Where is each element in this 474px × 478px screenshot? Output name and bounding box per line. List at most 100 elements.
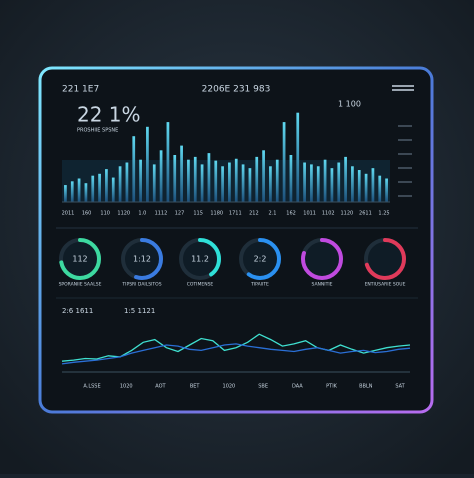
bar bbox=[146, 126, 149, 202]
bar bbox=[316, 166, 320, 202]
bar bbox=[357, 170, 361, 202]
bar bbox=[91, 175, 95, 202]
gauge-caption: TIPSRI DAILSITOS bbox=[121, 282, 161, 288]
plot-glow bbox=[62, 160, 390, 202]
bar bbox=[234, 158, 238, 202]
x-tick-label: 1020 bbox=[120, 384, 133, 390]
x-tick-label: BET bbox=[190, 384, 201, 390]
corner-label: 1 100 bbox=[338, 100, 361, 109]
header-left: 221 1E7 bbox=[62, 85, 99, 95]
x-tick-label: PTIK bbox=[326, 384, 338, 390]
gauge-caption: SPORANIIE SAALSE bbox=[59, 282, 102, 288]
bar bbox=[371, 168, 375, 202]
bar bbox=[330, 168, 334, 202]
line-title: 2:6 1611 bbox=[62, 307, 93, 315]
gauge-caption: SANNITIE bbox=[312, 282, 333, 288]
bar bbox=[98, 173, 101, 202]
bar bbox=[337, 162, 341, 202]
x-tick-label: 1102 bbox=[322, 211, 335, 217]
x-tick-label: 115 bbox=[193, 211, 203, 217]
x-tick-label: 1011 bbox=[303, 211, 316, 217]
gauge-caption: COTIMENSE bbox=[187, 282, 214, 288]
x-tick-label: 1711 bbox=[229, 211, 242, 217]
bar bbox=[166, 122, 170, 202]
bar bbox=[125, 162, 129, 202]
x-tick-label: 1020 bbox=[223, 384, 236, 390]
x-tick-label: 162 bbox=[286, 211, 296, 217]
x-tick-label: DAA bbox=[292, 384, 303, 390]
bar bbox=[296, 112, 300, 202]
gauge-arc bbox=[121, 238, 163, 280]
bar bbox=[132, 136, 136, 202]
bar bbox=[105, 169, 108, 202]
bar bbox=[323, 159, 327, 202]
bar bbox=[282, 122, 286, 202]
bar bbox=[364, 173, 368, 202]
bar bbox=[159, 150, 163, 202]
x-tick-label: 1.0 bbox=[138, 211, 146, 217]
x-tick-label: 2011 bbox=[62, 211, 75, 217]
bar bbox=[275, 159, 279, 202]
x-tick-label: SBE bbox=[258, 384, 268, 390]
bar bbox=[187, 159, 190, 202]
bar bbox=[221, 166, 224, 202]
gauge-center: 1:12 bbox=[133, 255, 151, 264]
headline: 22 1% bbox=[77, 103, 141, 127]
x-tick-label: 1120 bbox=[340, 211, 353, 217]
bar bbox=[193, 156, 197, 202]
x-tick-label: BBLN bbox=[359, 384, 373, 390]
bar bbox=[351, 166, 354, 202]
x-tick-label: 160 bbox=[82, 211, 92, 217]
bar bbox=[344, 156, 347, 202]
bar bbox=[84, 183, 88, 202]
bar bbox=[228, 162, 231, 202]
x-tick-label: 127 bbox=[175, 211, 185, 217]
line-series bbox=[61, 343, 411, 365]
bar bbox=[385, 178, 388, 202]
bar bbox=[77, 178, 81, 202]
bar bbox=[180, 145, 183, 202]
x-tick-label: SAT bbox=[395, 384, 405, 390]
gauge-caption: ENTIUSARIE SOUE bbox=[365, 282, 406, 288]
bar bbox=[310, 164, 313, 202]
gauge-arc bbox=[239, 238, 281, 280]
bar bbox=[64, 185, 67, 202]
gauge-center: 11.2 bbox=[191, 255, 209, 264]
bar bbox=[152, 164, 156, 202]
bar bbox=[200, 164, 204, 202]
x-tick-label: AOT bbox=[155, 384, 166, 390]
gauge-center: 2:2 bbox=[254, 255, 267, 264]
x-tick-label: 2611 bbox=[359, 211, 372, 217]
bar bbox=[248, 168, 252, 202]
bar bbox=[303, 162, 306, 202]
bar bbox=[139, 159, 142, 202]
x-tick-label: A.LSSE bbox=[83, 384, 100, 390]
bar bbox=[255, 156, 259, 202]
gauge-arc bbox=[301, 238, 343, 280]
x-tick-label: 212 bbox=[249, 211, 259, 217]
bar bbox=[289, 155, 293, 202]
gauge-arc bbox=[179, 238, 221, 280]
menu-icon bbox=[392, 85, 414, 91]
x-tick-label: 2.1 bbox=[268, 211, 276, 217]
gauge-caption: TIPAIITE bbox=[250, 282, 269, 288]
device-frame bbox=[38, 66, 434, 414]
caption: PROSHIIE SPSNE bbox=[77, 128, 118, 134]
bar bbox=[269, 166, 272, 202]
x-tick-label: 1180 bbox=[210, 211, 223, 217]
bar bbox=[241, 164, 245, 202]
line-subtitle: 1:5 1121 bbox=[124, 307, 155, 315]
gauge-arc bbox=[59, 238, 101, 280]
bar bbox=[378, 175, 382, 202]
x-tick-label: 1.25 bbox=[378, 211, 389, 217]
bar bbox=[70, 181, 74, 202]
bar bbox=[262, 150, 265, 202]
bar bbox=[173, 155, 177, 202]
x-tick-label: 1120 bbox=[117, 211, 130, 217]
x-tick-label: 1112 bbox=[155, 211, 168, 217]
header-center: 2206E 231 983 bbox=[202, 85, 271, 95]
gauge-arc bbox=[364, 238, 406, 280]
x-tick-label: 110 bbox=[100, 211, 110, 217]
